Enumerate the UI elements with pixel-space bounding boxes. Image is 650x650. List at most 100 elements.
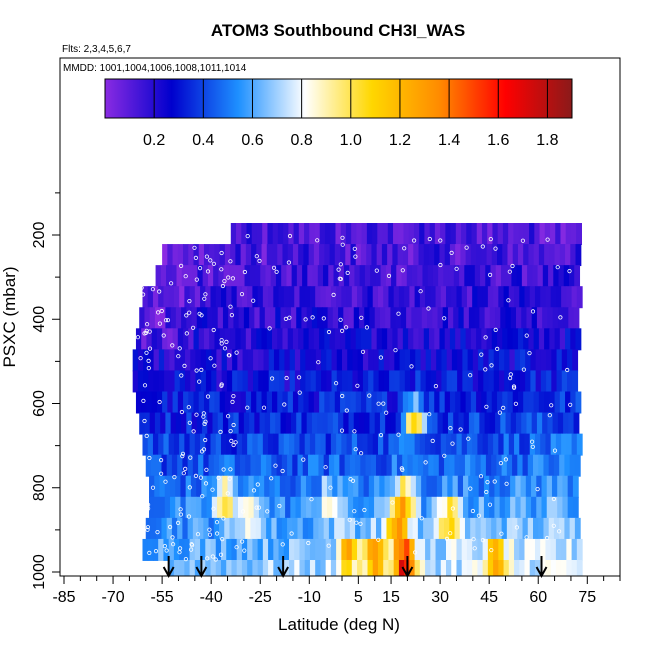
heatmap-cell: [509, 349, 516, 372]
sample-point: [135, 335, 140, 340]
heatmap-cell: [408, 328, 414, 351]
heatmap-cell: [252, 560, 259, 576]
heatmap-cell: [346, 538, 353, 561]
sample-point: [450, 441, 455, 446]
heatmap-cell: [156, 391, 163, 414]
sample-point: [442, 453, 447, 458]
sample-point: [283, 316, 288, 321]
sample-point: [144, 328, 149, 333]
heatmap-cell: [362, 560, 369, 576]
heatmap-cell: [238, 307, 245, 330]
heatmap-cell: [264, 307, 271, 330]
heatmap-cell: [238, 475, 244, 498]
heatmap-cell: [436, 475, 443, 498]
heatmap-cell: [389, 370, 395, 393]
heatmap-cell: [334, 391, 341, 414]
heatmap-cell: [537, 265, 544, 288]
heatmap-cell: [152, 433, 159, 456]
heatmap-cell: [461, 286, 468, 309]
heatmap-cell: [381, 517, 388, 540]
heatmap-cell: [271, 517, 278, 540]
heatmap-cell: [559, 517, 565, 540]
sample-point: [179, 263, 184, 268]
heatmap-cell: [384, 475, 391, 498]
heatmap-cell: [378, 370, 385, 393]
heatmap-cell: [273, 370, 280, 393]
heatmap-cell: [510, 307, 517, 330]
heatmap-cell: [356, 223, 363, 245]
heatmap-cell: [184, 560, 191, 576]
heatmap-cell: [429, 244, 435, 267]
heatmap-cell: [237, 349, 244, 372]
heatmap-cell: [303, 244, 310, 267]
heatmap-cell: [350, 244, 357, 267]
heatmap-cell: [252, 286, 259, 309]
heatmap-cell: [186, 265, 193, 288]
heatmap-cell: [499, 475, 506, 498]
heatmap-cell: [548, 517, 555, 540]
sample-point: [449, 250, 454, 255]
heatmap-cell: [408, 391, 414, 414]
sample-point: [376, 401, 381, 406]
sample-point: [256, 505, 261, 510]
heatmap-cell: [341, 538, 348, 561]
heatmap-cell: [392, 328, 399, 351]
heatmap-cell: [404, 433, 410, 456]
heatmap-cell: [465, 391, 472, 414]
heatmap-cell: [177, 328, 184, 351]
heatmap-cell: [463, 496, 469, 519]
sample-point: [245, 405, 250, 410]
heatmap-cell: [315, 286, 322, 309]
heatmap-cell: [273, 560, 280, 576]
sample-point: [199, 449, 205, 454]
heatmap-cell: [163, 538, 170, 561]
sample-point: [205, 394, 211, 399]
heatmap-cell: [310, 349, 317, 372]
heatmap-cell: [420, 349, 427, 372]
sample-point: [448, 425, 453, 431]
heatmap-cell: [264, 475, 270, 498]
heatmap-cell: [541, 496, 548, 519]
heatmap-cell: [306, 475, 312, 498]
sample-point: [147, 550, 152, 556]
sample-point: [192, 245, 197, 250]
heatmap-cell: [235, 391, 242, 414]
y-axis-label: PSXC (mbar): [0, 266, 19, 367]
heatmap-cell: [521, 265, 528, 288]
heatmap-cell: [307, 517, 314, 540]
heatmap-cell: [463, 412, 470, 435]
heatmap-cell: [460, 244, 467, 267]
heatmap-cell: [379, 412, 386, 435]
heatmap-cell: [239, 517, 246, 540]
sample-point: [381, 401, 386, 406]
heatmap-cell: [572, 349, 579, 372]
heatmap-cell: [158, 349, 165, 372]
heatmap-cell: [270, 412, 276, 435]
heatmap-cell: [385, 307, 391, 330]
sample-point: [338, 317, 343, 322]
heatmap-cell: [219, 328, 226, 351]
heatmap-cell: [516, 307, 522, 330]
heatmap-cell: [253, 475, 260, 498]
sample-point: [427, 412, 432, 417]
sample-point: [168, 524, 173, 530]
sample-point: [195, 532, 201, 537]
heatmap-cell: [179, 560, 185, 576]
heatmap-cell: [323, 265, 329, 288]
heatmap-cell: [418, 391, 425, 414]
heatmap-cell: [158, 286, 165, 309]
heatmap-cell: [549, 328, 556, 351]
heatmap-cell: [471, 223, 478, 245]
heatmap-cell: [534, 223, 541, 245]
heatmap-cell: [339, 454, 346, 477]
heatmap-cell: [347, 370, 354, 393]
heatmap-cell: [511, 265, 518, 288]
heatmap-cell: [543, 517, 550, 540]
heatmap-cell: [212, 307, 219, 330]
heatmap-cell: [463, 475, 469, 498]
heatmap-cell: [498, 370, 505, 393]
heatmap-cell: [294, 286, 301, 309]
heatmap-cell: [210, 560, 217, 576]
heatmap-cell: [538, 517, 545, 540]
